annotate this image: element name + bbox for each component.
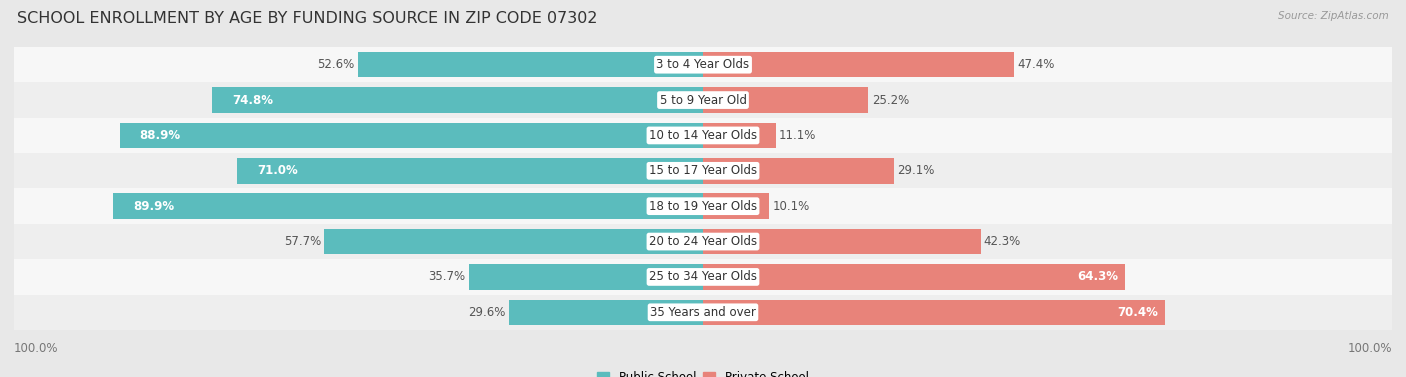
Bar xyxy=(238,158,703,184)
Bar xyxy=(14,47,1392,83)
Text: 25.2%: 25.2% xyxy=(872,93,908,107)
Bar xyxy=(212,87,703,113)
Bar xyxy=(14,153,1392,188)
Bar xyxy=(120,123,703,148)
Text: 29.6%: 29.6% xyxy=(468,306,506,319)
Text: 52.6%: 52.6% xyxy=(318,58,354,71)
Text: 88.9%: 88.9% xyxy=(139,129,180,142)
Bar xyxy=(325,229,703,254)
Text: 64.3%: 64.3% xyxy=(1077,270,1118,284)
Bar xyxy=(703,158,894,184)
Text: SCHOOL ENROLLMENT BY AGE BY FUNDING SOURCE IN ZIP CODE 07302: SCHOOL ENROLLMENT BY AGE BY FUNDING SOUR… xyxy=(17,11,598,26)
Text: 10.1%: 10.1% xyxy=(772,200,810,213)
Legend: Public School, Private School: Public School, Private School xyxy=(593,366,813,377)
Text: 11.1%: 11.1% xyxy=(779,129,817,142)
Text: 15 to 17 Year Olds: 15 to 17 Year Olds xyxy=(650,164,756,177)
Text: 25 to 34 Year Olds: 25 to 34 Year Olds xyxy=(650,270,756,284)
Text: 20 to 24 Year Olds: 20 to 24 Year Olds xyxy=(650,235,756,248)
Bar xyxy=(359,52,703,77)
Text: 74.8%: 74.8% xyxy=(232,93,273,107)
Bar xyxy=(14,294,1392,330)
Text: 35.7%: 35.7% xyxy=(429,270,465,284)
Bar xyxy=(703,264,1125,290)
Bar xyxy=(112,193,703,219)
Text: 70.4%: 70.4% xyxy=(1118,306,1159,319)
Bar xyxy=(14,83,1392,118)
Text: 42.3%: 42.3% xyxy=(984,235,1021,248)
Bar xyxy=(14,118,1392,153)
Bar xyxy=(703,193,769,219)
Text: 3 to 4 Year Olds: 3 to 4 Year Olds xyxy=(657,58,749,71)
Text: 29.1%: 29.1% xyxy=(897,164,935,177)
Text: 100.0%: 100.0% xyxy=(14,342,59,356)
Text: 35 Years and over: 35 Years and over xyxy=(650,306,756,319)
Bar xyxy=(703,229,980,254)
Bar xyxy=(703,52,1014,77)
Bar xyxy=(703,300,1166,325)
Text: 89.9%: 89.9% xyxy=(132,200,174,213)
Text: 5 to 9 Year Old: 5 to 9 Year Old xyxy=(659,93,747,107)
Text: 57.7%: 57.7% xyxy=(284,235,321,248)
Bar xyxy=(509,300,703,325)
Bar xyxy=(14,224,1392,259)
Text: 47.4%: 47.4% xyxy=(1018,58,1054,71)
Text: 100.0%: 100.0% xyxy=(1347,342,1392,356)
Text: Source: ZipAtlas.com: Source: ZipAtlas.com xyxy=(1278,11,1389,21)
Bar xyxy=(703,123,776,148)
Text: 18 to 19 Year Olds: 18 to 19 Year Olds xyxy=(650,200,756,213)
Text: 71.0%: 71.0% xyxy=(257,164,298,177)
Bar xyxy=(14,188,1392,224)
Bar xyxy=(14,259,1392,294)
Text: 10 to 14 Year Olds: 10 to 14 Year Olds xyxy=(650,129,756,142)
Bar xyxy=(468,264,703,290)
Bar xyxy=(703,87,869,113)
